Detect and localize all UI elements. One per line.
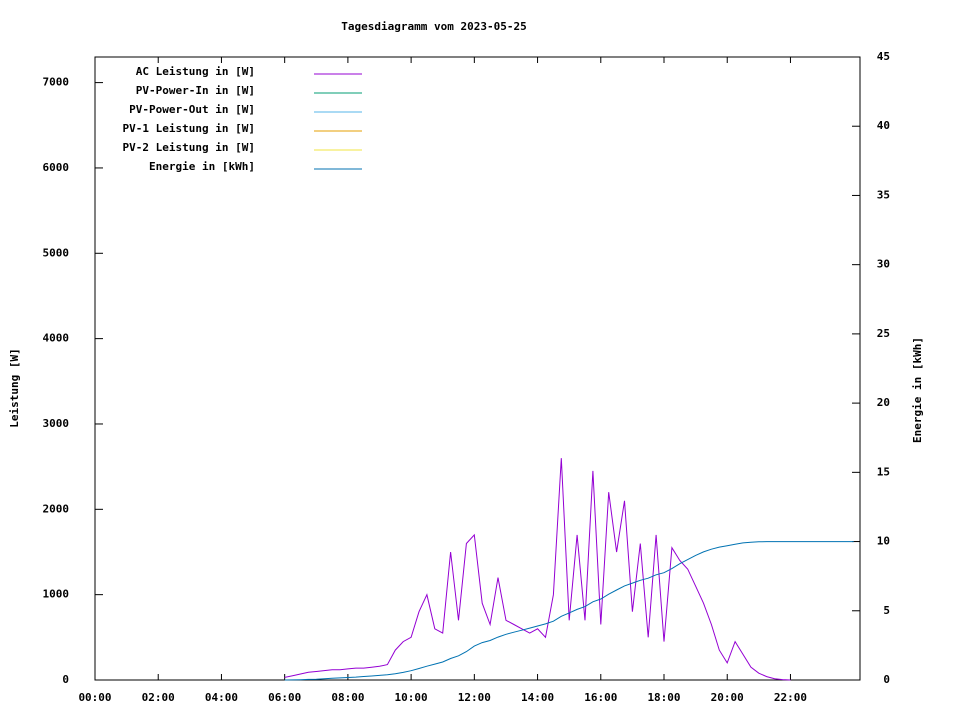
y2-tick-label: 5 xyxy=(883,604,890,617)
x-tick-label: 20:00 xyxy=(711,691,744,704)
y-tick-label: 4000 xyxy=(43,332,70,345)
legend-label: PV-Power-In in [W] xyxy=(136,84,255,97)
y-axis-label: Leistung [W] xyxy=(8,348,21,427)
y2-tick-label: 15 xyxy=(877,465,890,478)
y2-axis-label: Energie in [kWh] xyxy=(911,337,924,443)
x-tick-label: 18:00 xyxy=(647,691,680,704)
x-tick-label: 04:00 xyxy=(205,691,238,704)
legend-label: PV-Power-Out in [W] xyxy=(129,103,255,116)
x-tick-label: 08:00 xyxy=(331,691,364,704)
y-tick-label: 5000 xyxy=(43,246,70,259)
y-tick-label: 0 xyxy=(62,673,69,686)
legend-label: PV-2 Leistung in [W] xyxy=(123,141,255,154)
y2-tick-label: 0 xyxy=(883,673,890,686)
x-tick-label: 12:00 xyxy=(458,691,491,704)
y-tick-label: 6000 xyxy=(43,161,70,174)
chart-title: Tagesdiagramm vom 2023-05-25 xyxy=(341,20,526,33)
legend-label: AC Leistung in [W] xyxy=(136,65,255,78)
y-tick-label: 7000 xyxy=(43,76,70,89)
x-tick-label: 10:00 xyxy=(395,691,428,704)
plot-frame xyxy=(94,56,861,681)
y2-tick-label: 40 xyxy=(877,119,890,132)
y2-tick-label: 45 xyxy=(877,50,890,63)
y-tick-label: 2000 xyxy=(43,502,70,515)
legend-label: PV-1 Leistung in [W] xyxy=(123,122,255,135)
y2-tick-label: 30 xyxy=(877,258,890,271)
y2-tick-label: 10 xyxy=(877,535,890,548)
y-tick-label: 3000 xyxy=(43,417,70,430)
x-tick-label: 02:00 xyxy=(142,691,175,704)
x-tick-label: 06:00 xyxy=(268,691,301,704)
y2-tick-label: 25 xyxy=(877,327,890,340)
series-line xyxy=(284,541,854,681)
y2-tick-label: 20 xyxy=(877,396,890,409)
y-tick-label: 1000 xyxy=(43,588,70,601)
x-tick-label: 22:00 xyxy=(774,691,807,704)
legend-label: Energie in [kWh] xyxy=(149,160,255,173)
x-tick-label: 00:00 xyxy=(78,691,111,704)
y2-tick-label: 35 xyxy=(877,188,890,201)
series-line xyxy=(284,458,791,681)
x-tick-label: 16:00 xyxy=(584,691,617,704)
x-tick-label: 14:00 xyxy=(521,691,554,704)
